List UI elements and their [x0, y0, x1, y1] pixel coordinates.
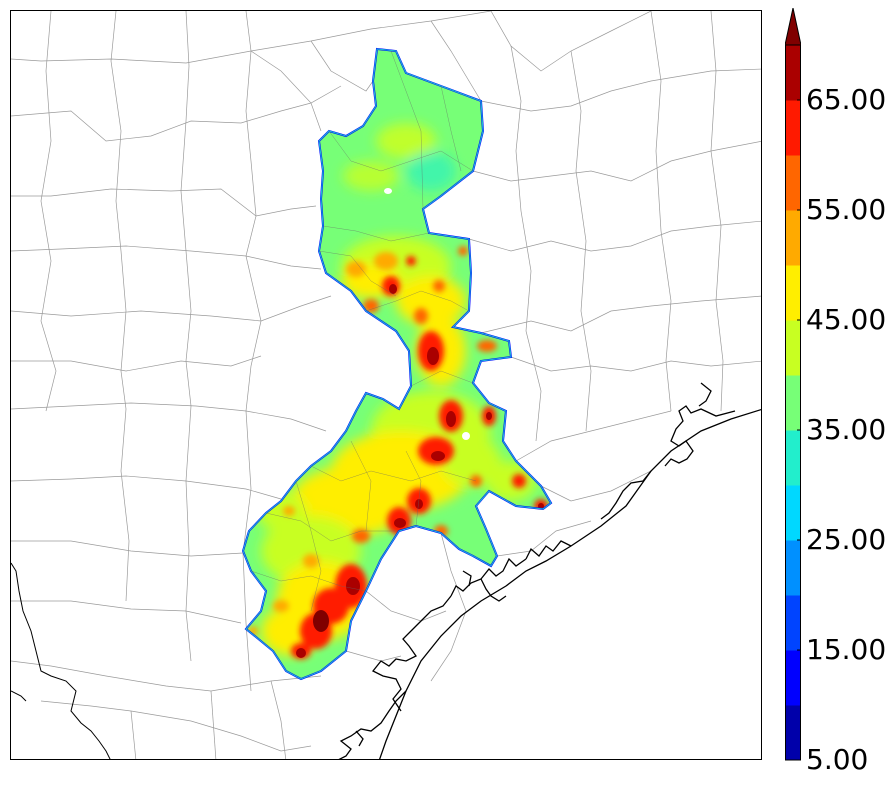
colorbar-tick-label: 15.00 [806, 633, 887, 666]
colorbar-tick-label: 45.00 [806, 303, 887, 336]
state-border [11, 562, 111, 759]
colorbar-swatch [785, 595, 801, 651]
colorbar-swatch [785, 485, 801, 541]
colorbar-border [785, 44, 801, 761]
colorbar-swatch [785, 375, 801, 431]
colorbar-extend-arrow [785, 8, 801, 46]
colorbar-tick-label: 5.00 [806, 743, 869, 776]
colorbar-swatch [785, 320, 801, 376]
colorbar-swatch [785, 430, 801, 486]
colorbar-swatch [785, 265, 801, 321]
colorbar-swatch [785, 705, 801, 761]
map-frame [10, 10, 762, 760]
colorbar-swatch [785, 155, 801, 211]
colorbar-tick-label: 25.00 [806, 523, 887, 556]
colorbar-tick-label: 65.00 [806, 83, 887, 116]
colorbar-swatch [785, 45, 801, 101]
colorbar-swatch [785, 210, 801, 266]
map-canvas [11, 11, 761, 759]
colorbar-tick-label: 35.00 [806, 413, 887, 446]
precip-plume [243, 49, 551, 679]
colorbar-swatch [785, 540, 801, 596]
colorbar [785, 8, 801, 761]
colorbar-swatch [785, 650, 801, 706]
colorbar-tick-label: 55.00 [806, 193, 887, 226]
coastline [338, 382, 761, 759]
colorbar-swatch [785, 100, 801, 156]
